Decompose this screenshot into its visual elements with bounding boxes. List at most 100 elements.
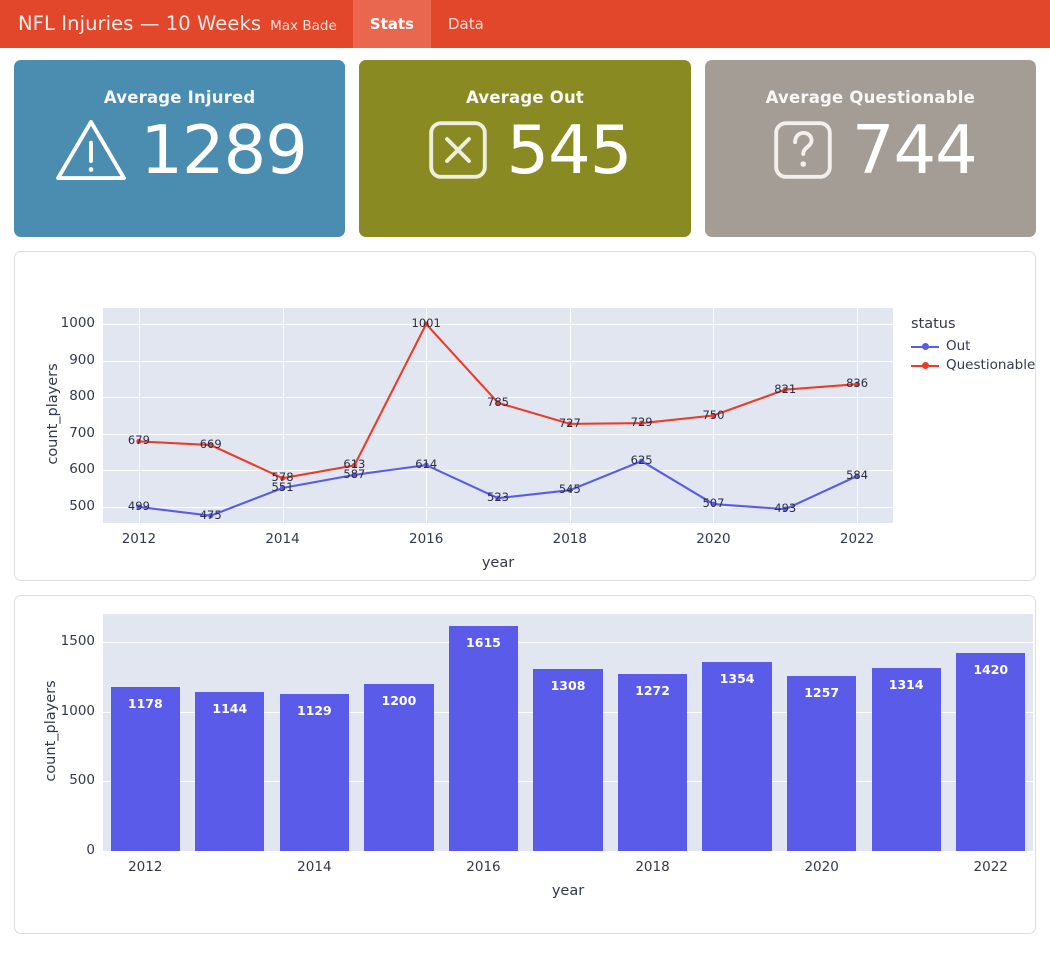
data-label: 1001 [411, 316, 441, 331]
valuebox-row: Average Injured 1289 Average Out [0, 48, 1050, 237]
x-tick-label: 2018 [635, 859, 670, 875]
navbar: NFL Injuries — 10 Weeks Max Bade Stats D… [0, 0, 1050, 48]
plot-area [103, 308, 893, 523]
y-tick-label: 1000 [60, 315, 95, 332]
valuebox-title: Average Injured [103, 88, 256, 107]
valuebox-title: Average Questionable [765, 88, 975, 107]
data-point [136, 438, 142, 444]
bar-value-label: 1272 [635, 682, 670, 698]
x-tick-label: 2012 [128, 859, 163, 875]
bar[interactable] [110, 686, 180, 851]
legend-item[interactable]: Out [911, 338, 1035, 354]
data-point [495, 400, 501, 406]
bar[interactable] [702, 662, 772, 851]
bar-chart-card: 0 500 1000 1500 1178 2012 1144 1129 2014 1200 1615… [14, 595, 1036, 934]
valuebox-average-questionable: Average Questionable 744 [704, 60, 1036, 237]
data-label: 821 [774, 381, 797, 396]
valuebox-body: 545 [359, 111, 690, 189]
y-tick-label: 600 [69, 461, 95, 478]
data-label: 507 [702, 496, 725, 511]
app-title: NFL Injuries — 10 Weeks [18, 12, 262, 35]
app-author: Max Bade [270, 18, 337, 34]
y-tick-label: 500 [69, 772, 95, 789]
data-label: 727 [558, 415, 581, 430]
data-point [639, 420, 645, 426]
data-point [495, 495, 501, 501]
y-tick-label: 1500 [60, 632, 95, 649]
valuebox-average-injured: Average Injured 1289 [14, 60, 346, 237]
data-label: 475 [199, 507, 222, 522]
data-point [782, 506, 788, 512]
bar-value-label: 1308 [550, 677, 586, 693]
bar-value-label: 1615 [466, 634, 501, 650]
data-point [782, 387, 788, 393]
data-label: 613 [343, 457, 366, 472]
data-label: 614 [415, 457, 438, 472]
bar-value-label: 1178 [127, 695, 163, 711]
y-tick-label: 1000 [60, 702, 95, 719]
data-point [423, 462, 429, 468]
valuebox-value: 744 [851, 110, 978, 189]
chart-legend: status Out Questionable [911, 316, 1035, 376]
x-tick-label: 2022 [839, 531, 875, 547]
warning-triangle-icon [52, 111, 130, 189]
x-tick-label: 2016 [408, 531, 444, 547]
data-label: 625 [630, 453, 653, 468]
y-tick-label: 900 [69, 351, 95, 368]
nav-tabs: Stats Data [352, 0, 501, 48]
gridline [103, 433, 893, 435]
x-tick-label: 2020 [804, 859, 839, 875]
x-tick-label: 2020 [696, 531, 731, 547]
legend-item[interactable]: Questionable [911, 357, 1035, 373]
bar[interactable] [617, 673, 688, 851]
data-label: 493 [774, 501, 797, 516]
valuebox-average-out: Average Out 545 [359, 60, 691, 237]
bar[interactable] [871, 667, 941, 851]
data-label: 551 [271, 480, 294, 495]
y-tick-label: 700 [69, 424, 95, 441]
gridline [282, 308, 284, 523]
gridline [103, 506, 893, 508]
data-point [351, 462, 357, 469]
data-point [423, 321, 429, 327]
tab-data[interactable]: Data [447, 15, 484, 33]
data-point [136, 504, 142, 510]
y-axis-title: count_players [45, 362, 61, 465]
series-line-out [138, 459, 858, 517]
data-point [567, 487, 573, 493]
data-point [567, 421, 573, 427]
bar[interactable] [956, 653, 1026, 851]
bar[interactable] [533, 668, 603, 851]
bar-chart: 0 500 1000 1500 1178 2012 1144 1129 2014 1200 1615… [21, 604, 1033, 927]
valuebox-value: 545 [506, 110, 633, 189]
data-point [351, 472, 357, 478]
x-square-icon [419, 111, 497, 189]
valuebox-body: 744 [705, 111, 1036, 189]
data-label: 545 [558, 482, 581, 497]
data-point [854, 381, 860, 387]
data-point [279, 485, 286, 491]
data-point [208, 513, 214, 519]
gridline [103, 397, 893, 399]
x-tick-label: 2018 [552, 531, 587, 547]
y-tick-label: 800 [69, 388, 95, 405]
bar[interactable] [195, 691, 265, 851]
data-point [854, 473, 860, 479]
x-tick-label: 2014 [265, 531, 300, 547]
valuebox-body: 1289 [14, 111, 345, 189]
data-point [208, 442, 214, 448]
tab-stats[interactable]: Stats [352, 0, 431, 48]
bar[interactable] [364, 683, 434, 851]
line-chart: 500 600 700 800 900 1000 2012 2014 2016 2018 2020 2… [21, 260, 1035, 574]
gridline [103, 851, 1033, 852]
bar[interactable] [448, 625, 519, 851]
valuebox-title: Average Out [465, 88, 584, 107]
bar[interactable] [279, 693, 349, 851]
x-axis-title: year [481, 555, 515, 571]
data-point [710, 501, 717, 507]
legend-label: Out [946, 338, 971, 354]
bar[interactable] [786, 675, 857, 851]
valuebox-value: 1289 [140, 110, 308, 189]
gridline [103, 641, 1033, 643]
question-square-icon [764, 111, 842, 189]
